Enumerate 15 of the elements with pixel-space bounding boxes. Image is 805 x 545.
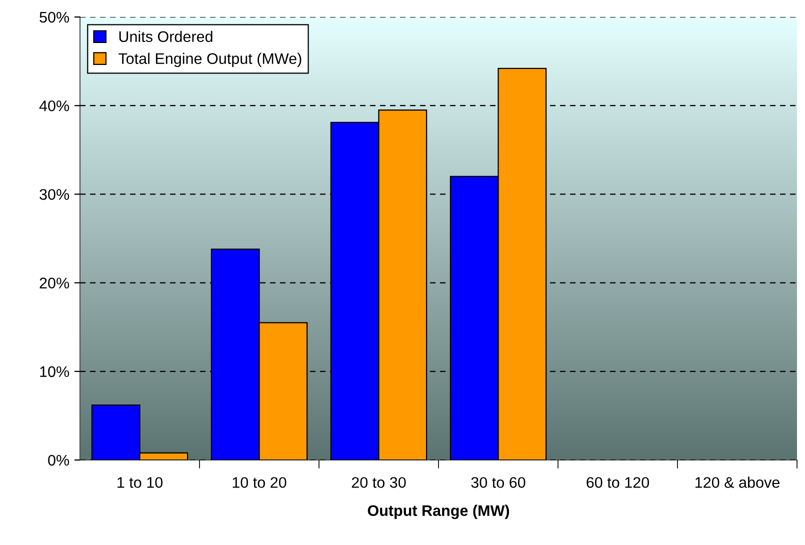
x-axis-title: Output Range (MW) bbox=[368, 504, 510, 520]
x-tick-label: 30 to 60 bbox=[471, 477, 526, 488]
x-tick-label: 10 to 20 bbox=[232, 477, 286, 488]
y-tick-label: 10% bbox=[40, 366, 70, 378]
y-tick-label: 20% bbox=[40, 278, 70, 288]
y-tick-label: 40% bbox=[39, 100, 70, 112]
x-tick-label: 60 to 120 bbox=[586, 477, 650, 488]
y-tick-label: 30% bbox=[40, 189, 70, 200]
x-tick-label: 20 to 30 bbox=[352, 477, 406, 488]
legend-label: Total Engine Output (MWe) bbox=[118, 52, 302, 68]
y-tick-label: 50% bbox=[40, 12, 70, 23]
x-tick-label: 120 & above bbox=[696, 476, 780, 488]
y-tick-label: 0% bbox=[48, 454, 70, 466]
legend-label: Units Ordered bbox=[119, 30, 212, 42]
x-tick-label: 1 to 10 bbox=[118, 477, 163, 488]
